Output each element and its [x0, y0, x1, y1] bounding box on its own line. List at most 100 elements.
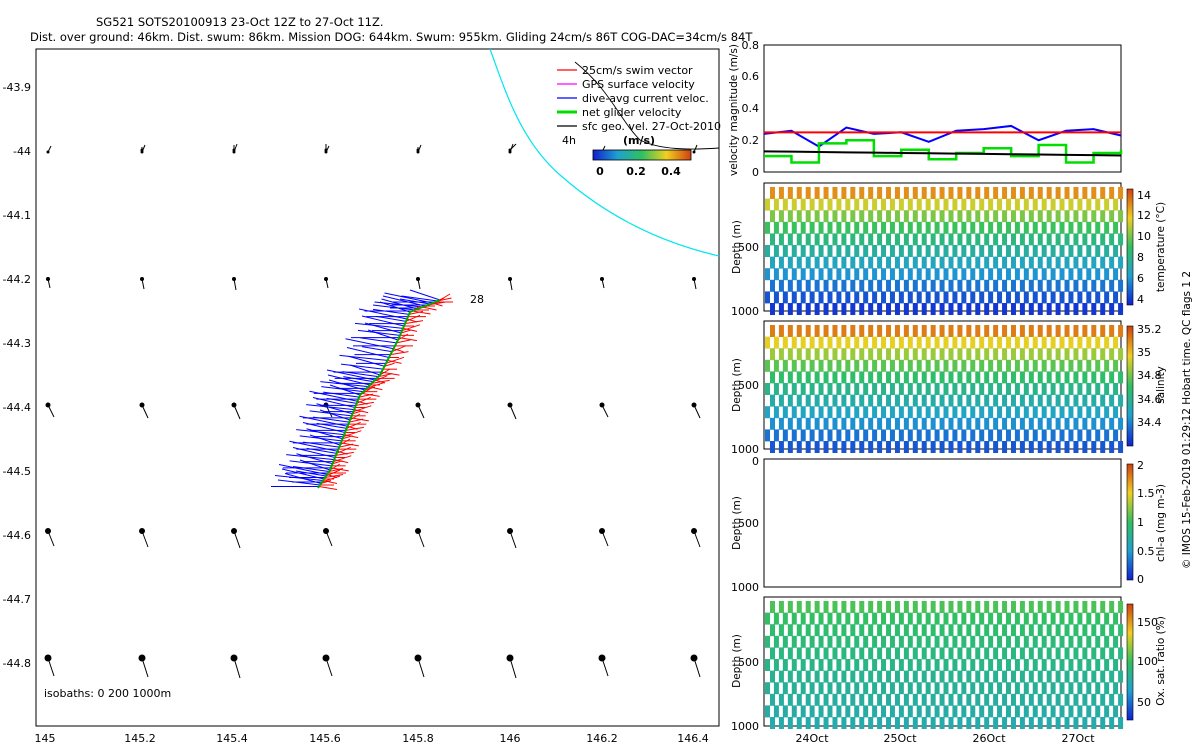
current-vector [343, 376, 374, 383]
profile-sample [1002, 371, 1008, 384]
profile-sample [823, 279, 829, 292]
profile-sample [881, 221, 887, 234]
current-vector [316, 422, 347, 429]
profile-sample [1037, 348, 1043, 361]
profile-sample [1046, 348, 1052, 361]
profile-sample [1010, 348, 1016, 361]
profile-sample [1037, 647, 1043, 660]
profile-sample [966, 647, 972, 660]
swim-vector [405, 314, 421, 322]
profile-sample [814, 303, 820, 315]
profile-sample [975, 348, 981, 361]
profile-sample [1073, 670, 1079, 683]
profile-sample [997, 383, 1003, 395]
profile-sample [827, 659, 833, 671]
profile-sample [1109, 601, 1115, 613]
swim-vector [379, 368, 391, 376]
swim-vector [349, 413, 361, 421]
profile-sample [979, 705, 985, 718]
time-x-tick: 27Oct [1061, 732, 1095, 745]
profile-sample [952, 268, 958, 281]
profile-sample [1055, 601, 1061, 613]
profile-sample [818, 245, 824, 257]
profile-sample [770, 279, 775, 292]
profile-sample [872, 705, 878, 718]
profile-sample [916, 336, 922, 349]
profile-sample [782, 612, 788, 625]
profile-sample [1005, 612, 1011, 625]
current-vector [375, 315, 407, 322]
profile-sample [984, 647, 990, 660]
geo-arrow [509, 530, 517, 549]
profile-sample [984, 256, 990, 269]
current-vector [309, 434, 341, 446]
profile-sample [1032, 221, 1038, 234]
profile-sample [921, 233, 927, 246]
profile-sample [805, 325, 811, 337]
profile-sample [868, 417, 874, 430]
profile-sample [877, 303, 883, 315]
profile-sample [952, 659, 958, 671]
profile-sample [988, 359, 994, 372]
geo-arrow-head [599, 402, 605, 408]
current-vector [348, 355, 385, 367]
profile-sample [997, 612, 1003, 625]
profile-sample [889, 245, 895, 257]
profile-sample [881, 268, 887, 281]
profile-sample [1041, 429, 1047, 442]
profile-sample [841, 256, 847, 269]
profile-sample [1019, 256, 1025, 269]
profile-sample [912, 256, 918, 269]
profile-sample [850, 601, 856, 613]
profile-sample [1100, 624, 1106, 637]
profile-sample [827, 705, 833, 718]
profile-sample [903, 279, 909, 292]
profile-sample [1091, 717, 1097, 729]
profile-sample [845, 359, 851, 372]
profile-sample [1014, 245, 1020, 257]
geo-arrow-head [232, 150, 236, 154]
profile-sample [809, 221, 815, 234]
profile-sample [827, 429, 833, 442]
profile-sample [877, 441, 883, 453]
profile-sample [796, 693, 802, 706]
profile-sample [957, 303, 963, 315]
profile-sample [823, 325, 829, 337]
profile-sample [773, 359, 779, 372]
profile-sample [1113, 406, 1119, 419]
profile-sample [863, 406, 869, 419]
profile-sample [854, 198, 860, 211]
profile-sample [934, 705, 940, 718]
swim-vector [401, 324, 421, 332]
profile-sample [1041, 705, 1047, 718]
profile-sample [966, 717, 972, 729]
profile-sample [1028, 601, 1034, 613]
profile-sample [930, 624, 936, 637]
profile-sample [952, 198, 958, 211]
profile-sample [975, 441, 981, 453]
profile-sample [1113, 291, 1119, 304]
profile-sample [863, 612, 869, 625]
profile-sample [1109, 441, 1115, 453]
profile-sample [1109, 670, 1115, 683]
profile-sample [1100, 210, 1106, 223]
profile-sample [796, 670, 802, 683]
profile-sample [1113, 245, 1119, 257]
profile-sample [988, 383, 994, 395]
profile-sample [809, 635, 815, 648]
profile-sample [948, 348, 954, 361]
profile-sample [948, 601, 954, 613]
profile-sample [796, 601, 802, 613]
colorbar-tick: 0 [596, 165, 604, 178]
profile-sample [1041, 682, 1047, 695]
profile-sample [993, 441, 999, 453]
geo-arrow-head [323, 528, 329, 534]
profile-sample [814, 279, 820, 292]
profile-sample [872, 336, 878, 349]
profile-sample [845, 612, 851, 625]
current-vector [361, 315, 405, 327]
profile-sample [957, 348, 963, 361]
profile-sample [984, 601, 990, 613]
profile-sample [854, 635, 860, 648]
profile-sample [881, 198, 887, 211]
